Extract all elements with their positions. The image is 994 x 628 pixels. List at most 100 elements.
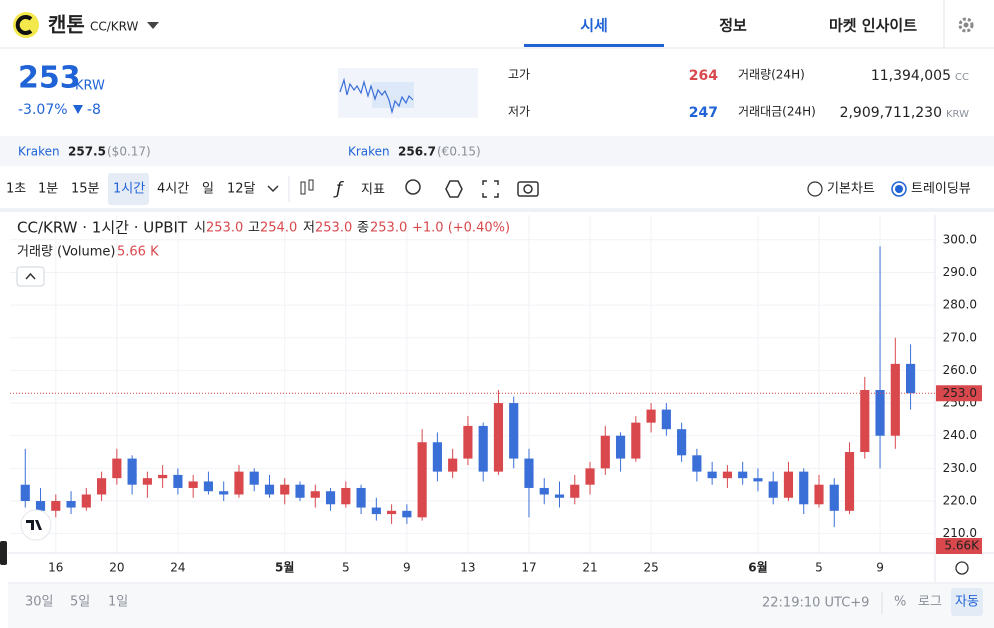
x-tick-label: 5 bbox=[815, 561, 823, 575]
radio-label[interactable]: 기본차트 bbox=[827, 182, 875, 197]
candle-body bbox=[280, 484, 290, 495]
x-tick-label: 5월 bbox=[275, 560, 294, 575]
candle-body bbox=[341, 487, 351, 505]
auto-bg bbox=[951, 588, 983, 616]
x-tick-label: 13 bbox=[460, 561, 475, 575]
interval-button[interactable]: 1초 bbox=[6, 182, 26, 197]
icon bbox=[300, 181, 306, 195]
drawing-icon[interactable] bbox=[405, 179, 421, 195]
candle-body bbox=[646, 409, 656, 423]
auto-toggle[interactable]: 자동 bbox=[955, 595, 979, 610]
candle-body bbox=[173, 474, 183, 488]
interval-button[interactable]: 일 bbox=[202, 182, 214, 197]
interval-button[interactable]: 1시간 bbox=[113, 182, 145, 197]
candle-body bbox=[387, 510, 397, 515]
hex-icon[interactable] bbox=[445, 180, 463, 198]
ohlc-value: 253.0 bbox=[370, 221, 407, 236]
collapse-button[interactable] bbox=[16, 266, 45, 287]
x-tick-label: 25 bbox=[643, 561, 658, 575]
tab[interactable]: 정보 bbox=[719, 17, 747, 35]
divider bbox=[0, 208, 994, 212]
range-button[interactable]: 5일 bbox=[70, 595, 90, 610]
range-button[interactable]: 1일 bbox=[108, 595, 128, 610]
y-tick-label: 210.0 bbox=[943, 526, 977, 540]
stat-unit: CC bbox=[955, 72, 969, 83]
candle-body bbox=[35, 501, 46, 511]
stat-label: 거래대금(24H) bbox=[738, 105, 816, 119]
candle-body bbox=[890, 363, 900, 436]
candle-body bbox=[356, 487, 366, 508]
gear-icon bbox=[958, 17, 974, 33]
candle-body bbox=[112, 458, 122, 479]
stat-value: 264 bbox=[689, 68, 718, 84]
candle-body bbox=[371, 507, 381, 515]
candle-type-button[interactable] bbox=[300, 179, 314, 195]
x-tick-label: 20 bbox=[109, 561, 124, 575]
stat-value: 247 bbox=[689, 105, 718, 121]
collapse-icon bbox=[25, 272, 36, 280]
side-handle[interactable] bbox=[0, 541, 7, 565]
percent-toggle[interactable]: % bbox=[894, 595, 906, 610]
function-icon[interactable]: ƒ bbox=[333, 179, 344, 199]
candle-body bbox=[615, 435, 626, 459]
interval-more[interactable] bbox=[267, 185, 279, 193]
exchange-name[interactable]: Kraken bbox=[18, 145, 60, 159]
footer-bar bbox=[8, 584, 994, 628]
y-tick-label: 300.0 bbox=[943, 232, 977, 246]
coin-pair[interactable]: CC/KRW bbox=[90, 20, 139, 34]
candle-body bbox=[875, 390, 885, 436]
exchange-usd: ($0.17) bbox=[107, 145, 151, 159]
interval-button[interactable]: 15분 bbox=[71, 182, 100, 197]
candle-body bbox=[97, 478, 107, 495]
radio[interactable] bbox=[807, 181, 823, 197]
stat-label: 고가 bbox=[508, 68, 530, 82]
volume-value: 5.66 K bbox=[117, 245, 159, 260]
dropdown-caret[interactable] bbox=[147, 22, 159, 29]
camera-icon[interactable] bbox=[517, 181, 539, 197]
candle-body bbox=[570, 484, 580, 498]
candle-body bbox=[219, 491, 229, 495]
candle-body bbox=[631, 422, 641, 459]
candle-body bbox=[234, 471, 244, 495]
exchange-usd: (€0.15) bbox=[437, 145, 481, 159]
range-button[interactable]: 30일 bbox=[25, 595, 54, 610]
log-toggle[interactable]: 로그 bbox=[918, 595, 942, 610]
candle-body bbox=[600, 435, 610, 469]
tv-logo[interactable] bbox=[20, 509, 52, 541]
ohlc-label: 시 bbox=[194, 221, 206, 236]
volume-tag-label: 5.66K bbox=[944, 539, 980, 553]
candle-body bbox=[203, 481, 214, 492]
exchange-price: 256.7 bbox=[398, 145, 436, 159]
clock: 22:19:10 UTC+9 bbox=[762, 596, 869, 611]
price-tag-label: 253.0 bbox=[943, 386, 977, 400]
radio-label[interactable]: 트레이딩뷰 bbox=[911, 182, 971, 197]
fullscreen-icon[interactable] bbox=[482, 180, 499, 198]
candle-body bbox=[829, 484, 839, 511]
interval-button[interactable]: 12달 bbox=[227, 182, 256, 197]
candle-body bbox=[768, 481, 778, 498]
volume-tag bbox=[936, 538, 982, 554]
candle-body bbox=[844, 452, 855, 511]
settings-button[interactable] bbox=[958, 17, 974, 33]
down-arrow bbox=[73, 105, 83, 114]
exchange-name[interactable]: Kraken bbox=[348, 145, 390, 159]
candle-body bbox=[66, 501, 76, 508]
exchange-price: 257.5 bbox=[68, 145, 106, 159]
camera-lens bbox=[523, 184, 533, 194]
ohlc-change: +1.0 (+0.40%) bbox=[412, 221, 510, 236]
candle-body bbox=[463, 425, 473, 459]
y-tick-label: 280.0 bbox=[943, 298, 977, 312]
interval-button[interactable]: 1분 bbox=[38, 182, 58, 197]
axis-settings[interactable] bbox=[955, 561, 969, 575]
tab[interactable]: 마켓 인사이트 bbox=[829, 17, 917, 35]
stat-label: 저가 bbox=[508, 105, 530, 119]
candle-body bbox=[142, 478, 152, 485]
candle-body bbox=[692, 455, 702, 472]
indicator-button[interactable]: 지표 bbox=[361, 183, 385, 198]
x-tick-label: 5 bbox=[342, 561, 350, 575]
exchange-bar bbox=[0, 136, 994, 166]
interval-button[interactable]: 4시간 bbox=[157, 182, 189, 197]
x-tick-label: 9 bbox=[876, 561, 884, 575]
stat-label: 거래량(24H) bbox=[738, 68, 805, 82]
tab[interactable]: 시세 bbox=[580, 17, 608, 35]
